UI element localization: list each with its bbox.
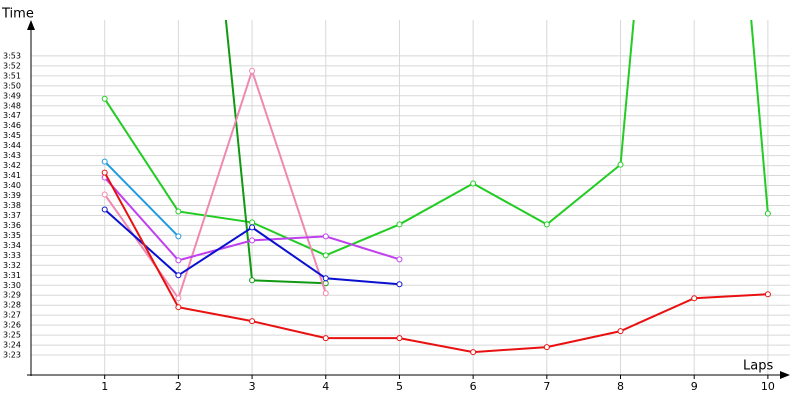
y-tick-label: 3:31 xyxy=(3,271,21,280)
x-tick-label: 5 xyxy=(396,380,403,393)
grid xyxy=(31,20,790,375)
data-point xyxy=(543,344,550,351)
y-tick-label: 3:29 xyxy=(3,291,21,300)
y-tick-label: 3:46 xyxy=(3,121,21,130)
x-tick-label: 7 xyxy=(543,380,550,393)
y-tick-label: 3:51 xyxy=(3,71,21,80)
data-point xyxy=(249,67,256,74)
series-line xyxy=(103,67,327,301)
y-tick-label: 3:24 xyxy=(3,341,21,350)
data-point xyxy=(249,219,256,226)
y-axis-title: Time xyxy=(1,7,34,22)
x-tick-label: 4 xyxy=(322,380,329,393)
data-point xyxy=(101,95,108,102)
data-point xyxy=(249,277,256,284)
data-point xyxy=(101,191,108,198)
data-point xyxy=(249,224,256,231)
data-point xyxy=(322,290,329,297)
data-point xyxy=(322,252,329,259)
data-point xyxy=(322,233,329,240)
y-tick-label: 3:49 xyxy=(3,91,21,100)
y-tick-label: 3:40 xyxy=(3,181,21,190)
y-tick-label: 3:53 xyxy=(3,51,21,60)
y-tick-label: 3:26 xyxy=(3,321,21,330)
y-axis-arrow xyxy=(27,20,35,30)
y-tick-label: 3:48 xyxy=(3,101,21,110)
y-tick-label: 3:47 xyxy=(3,111,21,120)
y-tick-label: 3:44 xyxy=(3,141,21,150)
y-tick-label: 3:50 xyxy=(3,81,21,90)
data-point xyxy=(249,318,256,325)
y-tick-label: 3:37 xyxy=(3,211,21,220)
data-point xyxy=(322,275,329,282)
y-tick-label: 3:33 xyxy=(3,251,21,260)
y-tick-label: 3:27 xyxy=(3,311,21,320)
y-tick-label: 3:32 xyxy=(3,261,21,270)
x-tick-label: 2 xyxy=(175,380,182,393)
y-tick-label: 3:28 xyxy=(3,301,21,310)
data-point xyxy=(175,233,182,240)
x-tick-label: 8 xyxy=(617,380,624,393)
data-point xyxy=(764,291,771,298)
y-tick-label: 3:45 xyxy=(3,131,21,140)
data-point xyxy=(175,272,182,279)
data-point xyxy=(175,208,182,215)
data-point xyxy=(396,256,403,263)
x-axis-title: Laps xyxy=(743,359,773,374)
y-tick-label: 3:43 xyxy=(3,151,21,160)
data-point xyxy=(396,281,403,288)
x-tick-label: 10 xyxy=(761,380,775,393)
data-point xyxy=(470,349,477,356)
data-point xyxy=(101,158,108,165)
series-line xyxy=(103,172,768,354)
data-point xyxy=(249,237,256,244)
y-tick-label: 3:36 xyxy=(3,221,21,230)
y-tick-label: 3:30 xyxy=(3,281,21,290)
data-point xyxy=(764,210,771,217)
x-tick-label: 6 xyxy=(470,380,477,393)
series-line xyxy=(103,160,180,238)
data-point xyxy=(691,295,698,302)
data-point xyxy=(101,169,108,176)
data-point xyxy=(396,335,403,342)
data-point xyxy=(175,257,182,264)
y-tick-label: 3:41 xyxy=(3,171,21,180)
data-point xyxy=(543,221,550,228)
y-tick-label: 3:38 xyxy=(3,201,21,210)
plot-area xyxy=(101,20,771,356)
x-axis-arrow xyxy=(780,371,790,379)
data-point xyxy=(617,161,624,168)
data-point xyxy=(175,295,182,302)
x-tick-label: 1 xyxy=(101,380,108,393)
data-point xyxy=(617,328,624,335)
y-tick-label: 3:52 xyxy=(3,61,21,70)
y-tick-label: 3:39 xyxy=(3,191,21,200)
x-tick-label: 3 xyxy=(249,380,256,393)
y-tick-label: 3:23 xyxy=(3,351,21,360)
data-point xyxy=(470,180,477,187)
y-tick-label: 3:42 xyxy=(3,161,21,170)
y-tick-label: 3:34 xyxy=(3,241,21,250)
data-point xyxy=(101,206,108,213)
data-point xyxy=(175,304,182,311)
x-tick-label: 9 xyxy=(691,380,698,393)
data-point xyxy=(396,221,403,228)
series-line xyxy=(103,20,769,257)
y-tick-label: 3:35 xyxy=(3,231,21,240)
data-point xyxy=(322,335,329,342)
y-tick-label: 3:25 xyxy=(3,331,21,340)
